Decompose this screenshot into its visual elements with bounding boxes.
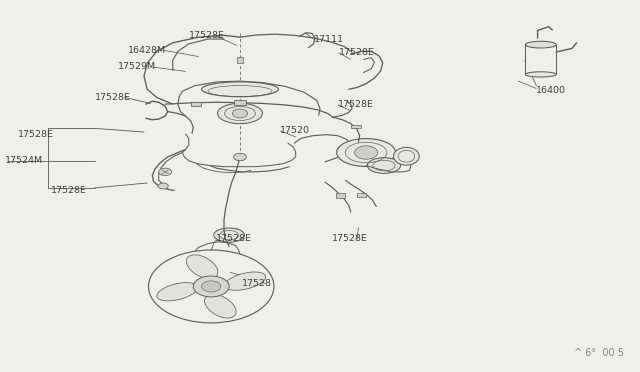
Text: 16400: 16400 bbox=[536, 86, 566, 94]
Text: 17528E: 17528E bbox=[95, 93, 131, 102]
Text: 17528E: 17528E bbox=[332, 234, 367, 243]
Ellipse shape bbox=[394, 147, 419, 165]
Ellipse shape bbox=[525, 72, 556, 77]
Ellipse shape bbox=[202, 82, 278, 97]
Circle shape bbox=[193, 276, 229, 297]
Ellipse shape bbox=[157, 283, 198, 301]
Bar bbox=[336, 193, 345, 198]
Bar bbox=[191, 102, 201, 106]
Text: 17524M: 17524M bbox=[5, 156, 44, 165]
Circle shape bbox=[355, 146, 378, 159]
Bar bbox=[351, 125, 361, 128]
Circle shape bbox=[232, 109, 248, 118]
Circle shape bbox=[202, 281, 221, 292]
Text: 17529M: 17529M bbox=[118, 62, 157, 71]
Text: 17528E: 17528E bbox=[18, 130, 54, 139]
Ellipse shape bbox=[205, 294, 236, 318]
Bar bbox=[357, 193, 366, 197]
Circle shape bbox=[159, 168, 172, 176]
Bar bbox=[234, 100, 246, 105]
Ellipse shape bbox=[367, 158, 401, 173]
Text: 17528E: 17528E bbox=[189, 31, 225, 40]
Text: 17528E: 17528E bbox=[216, 234, 252, 243]
Ellipse shape bbox=[525, 41, 556, 48]
Text: ^ 6°  00 5: ^ 6° 00 5 bbox=[574, 348, 624, 358]
Circle shape bbox=[158, 183, 168, 189]
Text: 17528: 17528 bbox=[242, 279, 272, 288]
Ellipse shape bbox=[225, 272, 266, 290]
Text: 17111: 17111 bbox=[314, 35, 344, 44]
Circle shape bbox=[234, 153, 246, 161]
Text: 16428M: 16428M bbox=[128, 46, 166, 55]
Ellipse shape bbox=[337, 139, 396, 166]
Text: 17528E: 17528E bbox=[339, 48, 375, 57]
Bar bbox=[237, 57, 243, 63]
Ellipse shape bbox=[218, 103, 262, 124]
Text: 17528E: 17528E bbox=[338, 100, 374, 109]
Text: 17520: 17520 bbox=[280, 126, 310, 135]
Ellipse shape bbox=[186, 255, 218, 279]
Bar bbox=[525, 45, 556, 74]
Text: 17528E: 17528E bbox=[51, 186, 87, 195]
Ellipse shape bbox=[214, 228, 244, 242]
